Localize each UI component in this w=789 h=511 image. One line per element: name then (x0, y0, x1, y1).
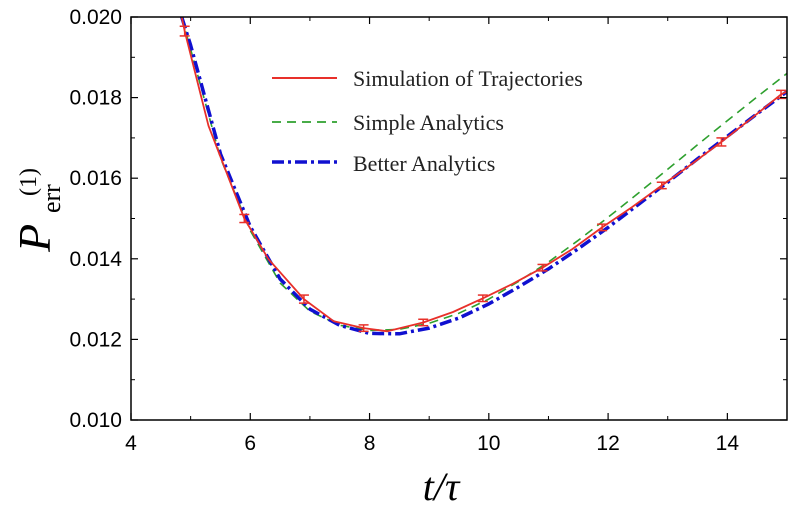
y-axis-title-superscript: (1) (16, 168, 42, 196)
errorbar (239, 213, 250, 224)
y-tick-label: 0.018 (69, 87, 122, 110)
errorbar (656, 181, 667, 190)
legend: Simulation of Trajectories Simple Analyt… (272, 66, 583, 176)
y-tick-label: 0.016 (69, 167, 122, 190)
x-axis-title: t/τ (423, 464, 461, 509)
errorbar (716, 137, 727, 147)
x-tick-label: 6 (244, 432, 256, 455)
errorbar (179, 25, 190, 37)
legend-label-better: Better Analytics (353, 151, 495, 176)
errorbar (418, 318, 429, 327)
errorbar (358, 324, 369, 333)
errorbar-layer (179, 25, 787, 333)
y-axis-ticks: 0.010 0.012 0.014 0.016 0.018 0.020 (69, 6, 787, 432)
y-tick-label: 0.012 (69, 328, 122, 351)
x-tick-label: 4 (125, 432, 137, 455)
legend-label-simple: Simple Analytics (353, 110, 504, 135)
x-tick-label: 12 (596, 432, 619, 455)
errorbar (537, 263, 548, 272)
x-tick-label: 10 (477, 432, 500, 455)
x-axis-ticks: 4 6 8 10 12 14 (125, 17, 739, 455)
x-tick-label: 8 (364, 432, 376, 455)
y-axis-title-subscript: err (37, 184, 66, 213)
y-axis-title-main: P (9, 225, 60, 253)
legend-label-simulation: Simulation of Trajectories (353, 66, 583, 91)
y-tick-label: 0.014 (69, 248, 122, 271)
x-tick-label: 14 (716, 432, 740, 455)
svg-text:P err: P err (9, 184, 66, 253)
errorbar (298, 294, 309, 304)
y-tick-label: 0.020 (69, 6, 122, 29)
errorbar (477, 294, 488, 303)
y-axis-title: P err (1) (9, 168, 66, 253)
y-tick-label: 0.010 (69, 409, 122, 432)
errorbar (597, 223, 608, 232)
series-line-dashed (180, 17, 787, 332)
